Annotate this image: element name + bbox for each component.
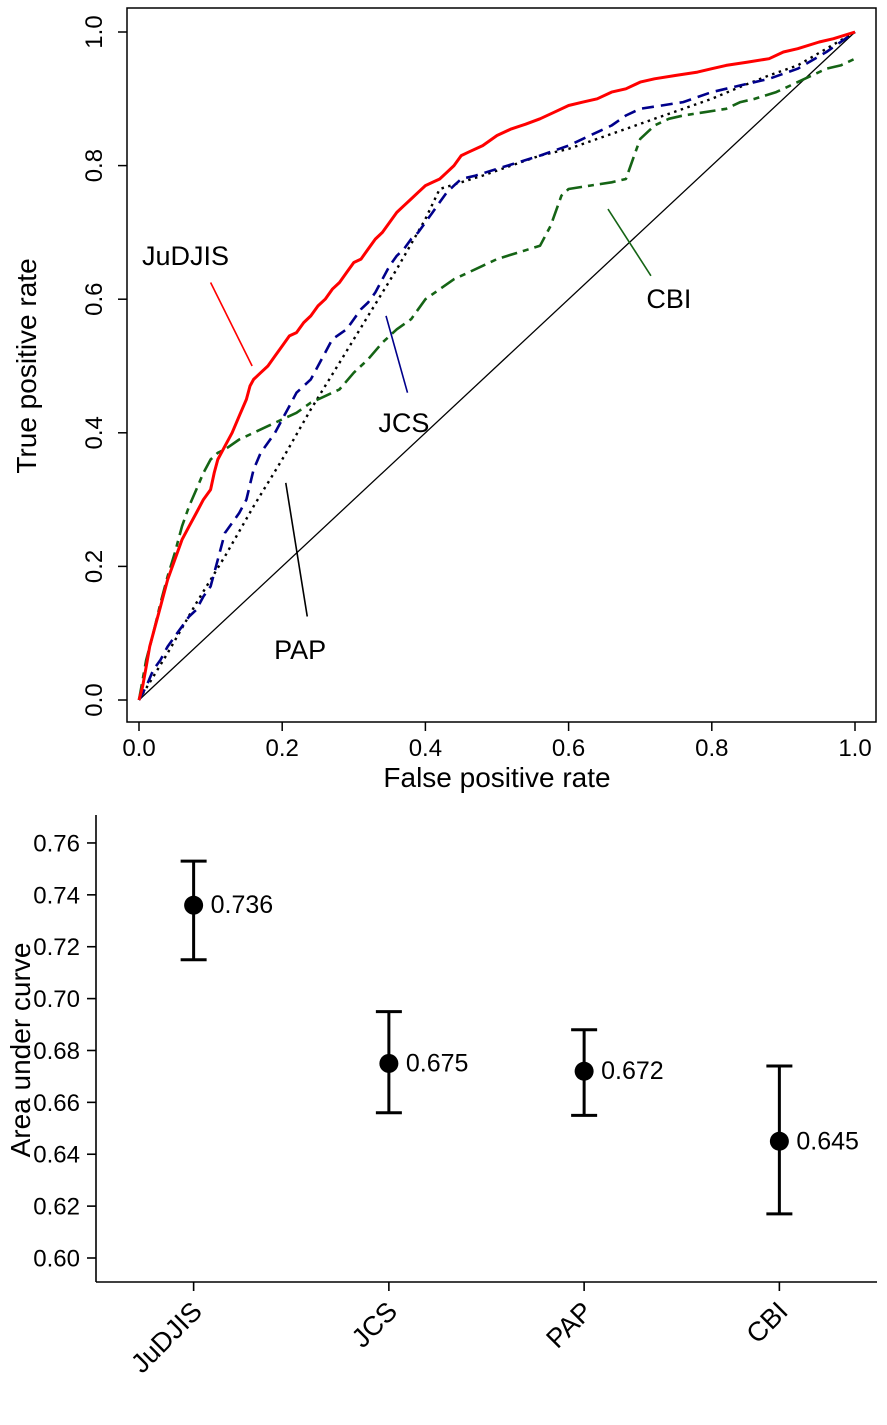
auc-point-CBI (769, 1131, 789, 1151)
curve-label-leader-PAP (284, 482, 309, 617)
roc-series-JuDJIS (137, 30, 856, 701)
y-axis-title: True positive rate (11, 258, 42, 473)
y-axis-tick-label: 0.2 (81, 550, 108, 583)
y-axis-tick-label: 0.62 (33, 1194, 80, 1221)
y-axis-tick-label: 0.60 (33, 1246, 80, 1273)
y-axis-tick-label: 0.68 (33, 1038, 80, 1065)
auc-point-PAP (574, 1061, 594, 1081)
y-axis-tick-label: 0.6 (81, 283, 108, 316)
x-axis-tick-label: 0.0 (122, 735, 155, 762)
y-axis-tick-label: 0.64 (33, 1142, 80, 1169)
y-axis-tick-label: 0.74 (33, 882, 80, 909)
y-axis-tick-label: 0.66 (33, 1090, 80, 1117)
curve-label-leader-JCS (385, 315, 409, 393)
curve-label-leader-CBI (607, 208, 652, 277)
x-axis-tick-label: 1.0 (838, 735, 871, 762)
roc-series-JCS (137, 30, 856, 701)
y-axis-tick-label: 0.8 (81, 149, 108, 182)
auc-value-label-JuDJIS: 0.736 (211, 891, 274, 919)
y-axis-title: Area under curve (5, 943, 36, 1158)
x-axis-tick-label: 0.6 (552, 735, 585, 762)
auc-value-label-CBI: 0.645 (796, 1127, 859, 1155)
auc-value-label-JCS: 0.675 (406, 1049, 469, 1077)
roc-chart: 0.0 0.2 0.4 0.6 0.8 1.0 0.0 0.2 0.4 0.6 0.8 1.0 Fals… (11, 7, 877, 793)
roc-series-PAP (137, 30, 856, 701)
curve-label-leader-JuDJIS (209, 282, 253, 367)
auc-chart: 0.60 0.62 0.64 0.66 0.68 0.70 0.72 0.74 0.76 Area… (5, 815, 877, 1379)
x-axis-tick-label-CBI: CBI (741, 1296, 794, 1349)
y-axis-tick-label: 1.0 (81, 15, 108, 48)
plot-frame (126, 7, 877, 723)
auc-point-JuDJIS (184, 895, 204, 915)
x-axis-tick-label: 0.4 (409, 735, 442, 762)
auc-value-label-PAP: 0.672 (601, 1057, 664, 1085)
x-axis-tick-label-JCS: JCS (346, 1296, 403, 1353)
y-axis-tick-label: 0.0 (81, 683, 108, 716)
x-axis-title: False positive rate (383, 762, 610, 793)
curve-label-JuDJIS: JuDJIS (142, 241, 229, 271)
auc-point-JCS (379, 1053, 399, 1073)
roc-series-CBI (137, 57, 856, 701)
y-axis-tick-label: 0.4 (81, 416, 108, 449)
x-axis-tick-label: 0.8 (695, 735, 728, 762)
x-axis-tick-label: 0.2 (266, 735, 299, 762)
y-axis-tick-label: 0.72 (33, 934, 80, 961)
y-axis-tick-label: 0.76 (33, 830, 80, 857)
curve-label-CBI: CBI (646, 284, 691, 314)
x-axis-tick-label-PAP: PAP (540, 1296, 598, 1354)
reference-diagonal (138, 31, 856, 701)
y-axis-tick-label: 0.70 (33, 986, 80, 1013)
curve-label-PAP: PAP (274, 635, 326, 665)
curve-label-JCS: JCS (378, 408, 429, 438)
x-axis-tick-label-JuDJIS: JuDJIS (125, 1296, 208, 1379)
